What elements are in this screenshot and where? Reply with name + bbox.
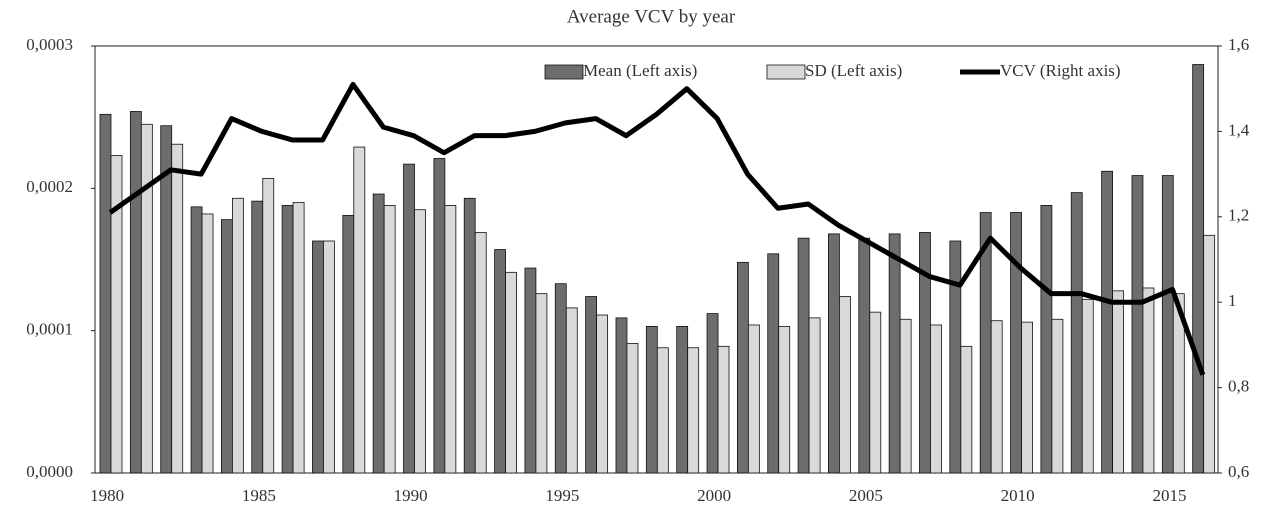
bar (171, 143, 184, 474)
bar (140, 123, 153, 474)
bar (808, 317, 821, 474)
y-tick-label: 0,0002 (26, 177, 73, 196)
bar (1172, 293, 1185, 474)
bar (383, 205, 396, 474)
bar (1051, 318, 1064, 474)
bar (232, 197, 244, 474)
bar (1192, 64, 1205, 474)
y2-tick-label: 0,6 (1228, 462, 1249, 481)
bar (565, 307, 578, 474)
bar (1040, 205, 1053, 474)
bar (736, 261, 749, 474)
bar (535, 293, 548, 474)
bar (414, 209, 426, 474)
bar (930, 324, 942, 474)
y2-tick-label: 0,8 (1228, 377, 1249, 396)
bar (828, 233, 840, 474)
bar (767, 253, 780, 474)
bar (524, 267, 537, 474)
x-tick-label: 1980 (90, 486, 124, 505)
bar (888, 233, 901, 474)
bar (596, 314, 609, 474)
bar (626, 343, 639, 474)
bar (1203, 234, 1216, 474)
y2-tick-label: 1 (1228, 291, 1237, 310)
bar (403, 163, 415, 474)
bar (554, 283, 567, 474)
bar (221, 219, 233, 474)
x-tick-label: 1990 (394, 486, 428, 505)
bar (717, 345, 730, 474)
legend-key (544, 64, 584, 80)
bar (1142, 287, 1155, 474)
bar (656, 347, 669, 474)
bar (1131, 175, 1144, 474)
y2-tick-label: 1,6 (1228, 35, 1249, 54)
x-tick-label: 2005 (849, 486, 883, 505)
bar (312, 240, 324, 474)
y2-tick-label: 1,4 (1228, 120, 1250, 139)
bar (645, 325, 658, 474)
bar (706, 313, 719, 474)
x-tick-label: 2000 (697, 486, 731, 505)
chart-title: Average VCV by year (567, 6, 736, 27)
bar (1161, 175, 1174, 474)
bar (129, 111, 142, 474)
bar (615, 317, 628, 474)
bar (1112, 290, 1124, 474)
bar (687, 347, 700, 474)
bar (251, 200, 264, 474)
y-tick-label: 0,0003 (26, 35, 73, 54)
x-tick-label: 2015 (1152, 486, 1186, 505)
bar (869, 311, 882, 474)
bar (1021, 321, 1033, 474)
bar (342, 214, 355, 474)
bar (353, 146, 366, 474)
bar (433, 158, 446, 474)
legend-label: SD (Left axis) (805, 61, 902, 80)
bar (494, 249, 506, 474)
bar (1081, 298, 1094, 474)
bar (372, 193, 385, 474)
x-tick-label: 1995 (545, 486, 579, 505)
legend-key (766, 64, 806, 80)
bar (919, 232, 931, 474)
bar (201, 213, 214, 474)
legend-label: Mean (Left axis) (583, 61, 697, 80)
bar (858, 237, 871, 474)
bar (585, 296, 598, 474)
y2-tick-label: 1,2 (1228, 206, 1249, 225)
bar (949, 240, 962, 474)
bar (676, 325, 689, 474)
bar (797, 237, 810, 474)
bar (99, 113, 112, 474)
y-tick-label: 0,0000 (26, 462, 73, 481)
bar (1070, 192, 1083, 474)
bar (505, 271, 517, 474)
bar (839, 296, 851, 474)
line (108, 81, 1206, 376)
bar (190, 206, 203, 474)
bar (778, 325, 791, 474)
x-tick-label: 1985 (242, 486, 276, 505)
bar (960, 345, 973, 474)
bar (1101, 170, 1113, 474)
bar (292, 202, 305, 474)
bar (747, 324, 760, 474)
bar (899, 318, 912, 474)
bar (444, 205, 457, 474)
bar (463, 197, 476, 474)
bar (323, 240, 335, 474)
bar (474, 232, 487, 474)
x-tick-label: 2010 (1001, 486, 1035, 505)
legend-label: VCV (Right axis) (1000, 61, 1121, 80)
y-tick-label: 0,0001 (26, 320, 73, 339)
bar (281, 205, 294, 474)
bar (110, 155, 123, 474)
bar (990, 320, 1003, 474)
bar (262, 177, 275, 474)
bar (1010, 212, 1022, 474)
